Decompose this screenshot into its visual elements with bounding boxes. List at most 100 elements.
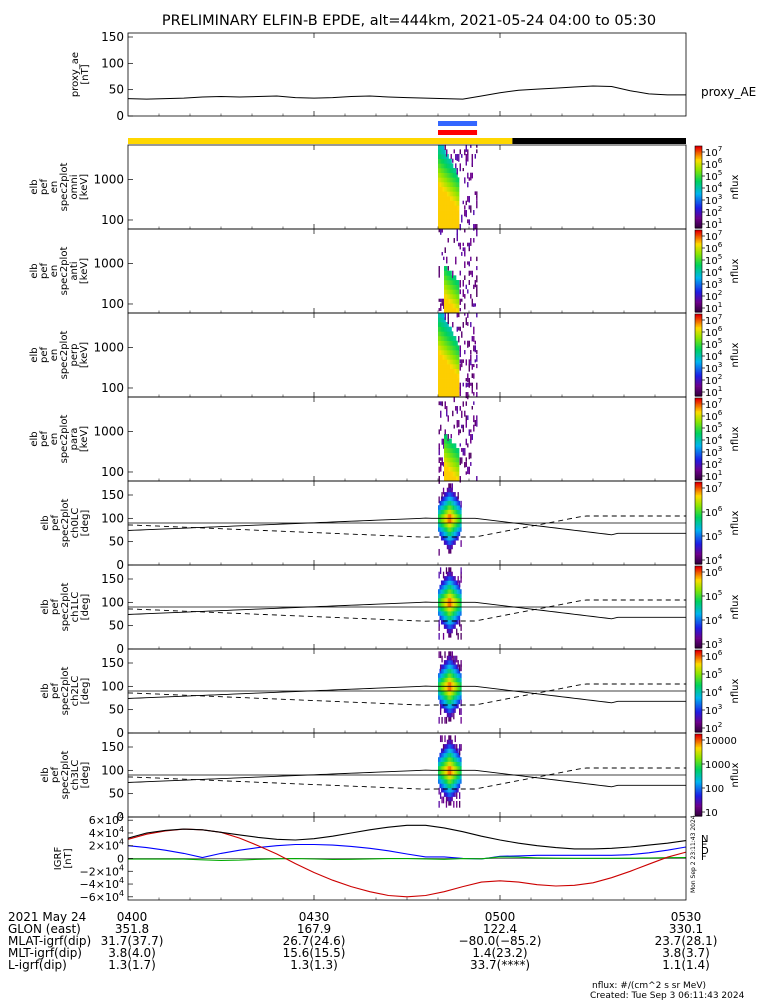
spec-para-colorbar-label: 102: [705, 456, 722, 471]
spec-perp-colorbar-label-exp: 7: [718, 312, 723, 321]
pa-ch1-cell: [440, 602, 443, 608]
pa-ch0-cell: [440, 531, 443, 537]
ephem-row-label: GLON (east): [8, 922, 81, 936]
spec-omni-colorbar-step: [695, 188, 702, 191]
spec-perp-colorbar-step: [695, 326, 702, 329]
pa-ch2-colorbar-label-exp: 4: [718, 684, 723, 693]
pa-ch0-speck: [451, 483, 453, 491]
pa-ch0-cell: [448, 492, 450, 497]
pa-ch1-colorbar-step: [695, 619, 702, 622]
spec-perp-colorbar-step: [695, 349, 702, 352]
pa-ch0-cell: [454, 535, 456, 541]
pa-ch0-cell: [445, 531, 447, 537]
spec-anti-ylabel-line: elb: [29, 263, 40, 278]
pa-ch2-colorbar-step: [695, 662, 702, 665]
spec-omni-cell: [441, 154, 443, 159]
pa-ch3-cell: [440, 770, 443, 776]
pa-ch1-cell: [448, 571, 450, 577]
spec-anti-colorbar-step: [695, 257, 702, 260]
pa-ch2-colorbar-title: nflux: [730, 678, 741, 703]
spec-omni-colorbar-step: [695, 219, 702, 222]
spec-anti-ytick-label: 1000: [93, 256, 124, 270]
spec-anti-cell: [445, 266, 448, 271]
spec-perp-cell: [457, 373, 460, 379]
spec-perp-colorbar-step: [695, 382, 702, 385]
spec-anti-colorbar-label-base: 10: [705, 292, 718, 303]
pa-ch3-cell: [451, 783, 453, 789]
pa-ch3-colorbar-step: [695, 768, 702, 771]
spec-anti-cell: [450, 294, 452, 299]
pa-ch2-cell: [448, 712, 450, 718]
pa-ch3-lc-dashed: [127, 767, 686, 790]
pa-ch3-cell: [451, 792, 453, 797]
spec-omni-cell: [439, 214, 442, 220]
spec-omni-cell: [448, 196, 451, 201]
pa-ch3-cell: [438, 779, 440, 784]
pa-ch1-colorbar-step: [695, 589, 702, 592]
spec-para-cell: [457, 466, 460, 472]
spec-omni-cell: [441, 191, 443, 197]
pa-ch1-cell: [449, 628, 452, 634]
spec-anti-cell: [454, 284, 457, 290]
spec-perp-cell: [444, 326, 446, 332]
spec-perp-colorbar-step: [695, 331, 702, 334]
pa-ch3-cell: [440, 783, 443, 789]
pa-ch1-cell: [442, 615, 445, 621]
spec-omni-cell: [450, 191, 452, 197]
pa-ch2-cell: [446, 677, 449, 683]
pa-ch3-cell: [448, 739, 450, 745]
pa-ch2-cell: [458, 686, 461, 692]
pa-ch3-ytick-label: 50: [109, 787, 124, 801]
pa-ch2-speck: [438, 716, 440, 724]
pa-ch2-cell: [442, 690, 445, 696]
spec-para-colorbar-step: [695, 434, 702, 437]
spec-para-cell: [451, 471, 454, 477]
spec-para-colorbar-step: [695, 459, 702, 462]
spec-omni-cell: [444, 163, 446, 169]
spec-anti-speck: [458, 242, 460, 247]
pa-ch2-speck: [454, 655, 456, 663]
spec-omni-cell: [447, 163, 449, 169]
spec-para-cell: [450, 448, 452, 453]
spec-omni-colorbar-step: [695, 161, 702, 163]
pa-ch1-cell: [458, 606, 461, 612]
pa-ch2-cell: [448, 686, 450, 692]
spec-para-cell: [447, 471, 449, 477]
pa-ch0-cell: [459, 518, 462, 524]
pa-ch1-cell: [445, 580, 447, 586]
pa-ch3-cell: [454, 765, 456, 771]
pa-ch1-cell: [448, 632, 450, 638]
pa-ch3-colorbar-step: [695, 753, 702, 756]
pa-ch1-colorbar-step: [695, 575, 702, 578]
proxy-ae-ytick-label: 150: [101, 30, 124, 44]
pa-ch2-cell: [438, 681, 440, 687]
pa-ch1-cell: [455, 611, 458, 616]
pa-ch3-cell: [449, 796, 452, 802]
pa-ch3-colorbar-step: [695, 775, 702, 777]
spec-omni-cell: [453, 182, 455, 187]
pa-ch0-colorbar-step: [695, 509, 702, 512]
pa-ch2-cell: [451, 677, 453, 683]
spec-omni-cell: [448, 186, 451, 192]
pa-ch1-cell: [442, 580, 445, 586]
spec-perp-cell: [438, 340, 440, 346]
pa-ch1-cell: [451, 593, 453, 599]
spec-perp-cell: [448, 382, 451, 388]
spec-perp-colorbar-step: [695, 323, 702, 326]
pa-ch2-cell: [455, 668, 458, 674]
spec-omni-cell: [445, 177, 448, 183]
pa-ch3-colorbar-step: [695, 795, 702, 798]
spec-omni-colorbar-step: [695, 155, 702, 158]
spec-anti-colorbar-step: [695, 279, 702, 282]
spec-anti-cell: [444, 280, 446, 285]
pa-ch0-colorbar-step: [695, 516, 702, 519]
spec-anti-colorbar-step: [695, 292, 702, 295]
pa-ch0-cell: [448, 509, 450, 515]
spec-para-colorbar-step: [695, 474, 702, 477]
pa-ch2-cell: [443, 664, 446, 670]
pa-ch3-colorbar-step: [695, 790, 702, 792]
pa-ch2-ylabel-line: elb: [40, 683, 51, 698]
spec-perp-cell: [454, 350, 457, 355]
pa-ch1-speck: [460, 576, 462, 583]
pa-ch2-cell: [455, 699, 458, 705]
